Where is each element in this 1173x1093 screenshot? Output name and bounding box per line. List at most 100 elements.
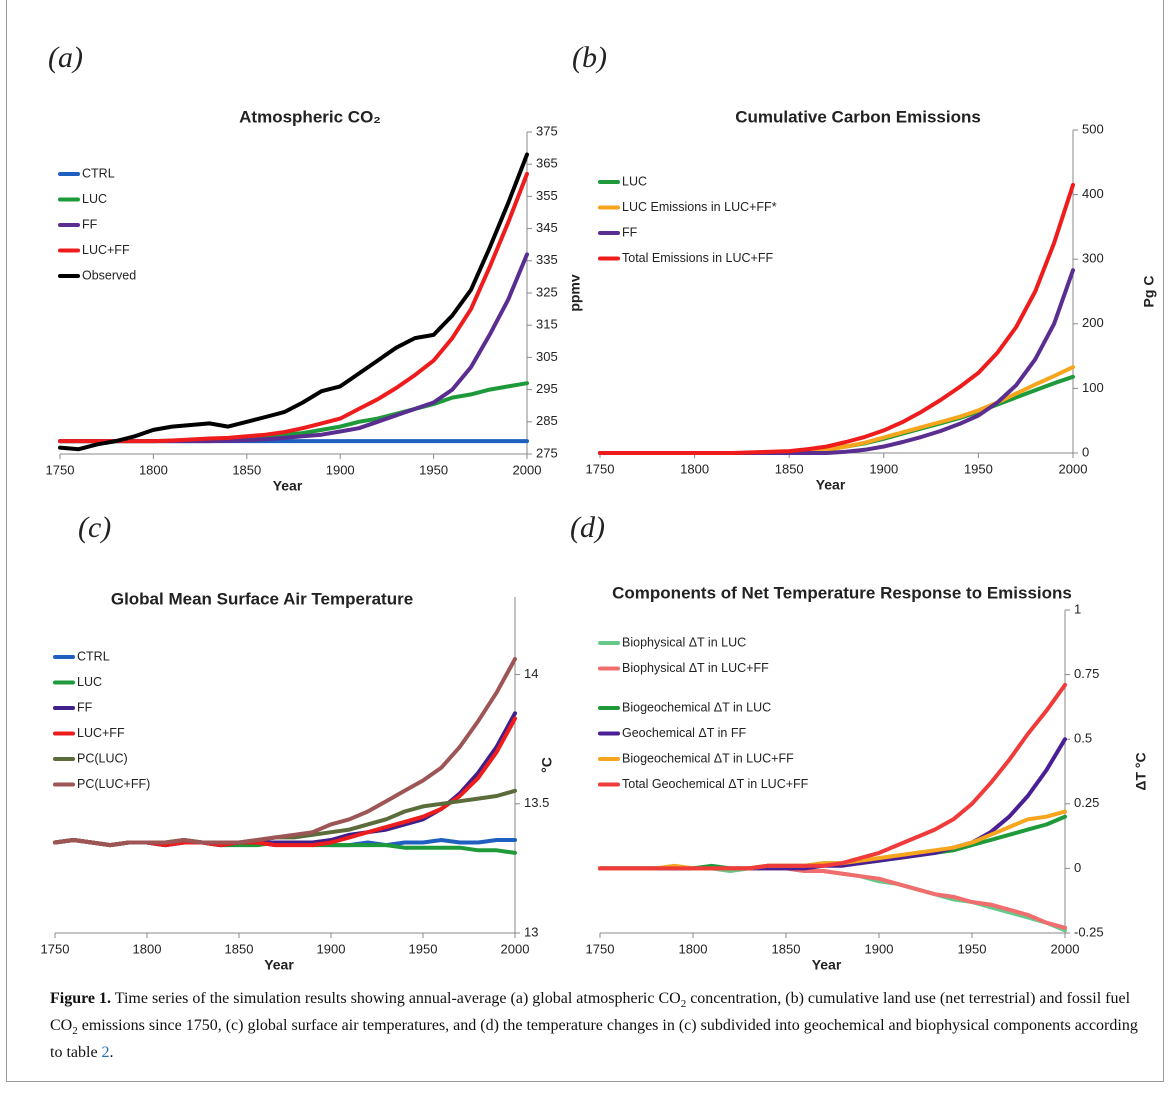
x-tick-label: 1750 xyxy=(586,941,615,956)
x-tick-label: 1900 xyxy=(869,461,898,476)
x-tick-label: 2000 xyxy=(513,462,542,477)
x-axis-label: Year xyxy=(812,957,842,973)
x-axis-label: Year xyxy=(264,957,294,973)
panel-label: (c) xyxy=(78,511,111,544)
y-tick-label: 200 xyxy=(1082,315,1104,330)
x-tick-label: 1750 xyxy=(46,462,75,477)
y-tick-label: 400 xyxy=(1082,186,1104,201)
y-axis-label: ΔT °C xyxy=(1133,752,1149,790)
legend-label: LUC+FF xyxy=(82,243,130,257)
y-tick-label: -0.25 xyxy=(1074,924,1104,939)
legend-label: LUC xyxy=(622,174,647,188)
caption-label: Figure 1. xyxy=(50,990,112,1007)
series-line xyxy=(598,365,1075,455)
x-tick-label: 1850 xyxy=(775,461,804,476)
y-tick-label: 315 xyxy=(536,317,558,332)
x-tick-label: 1800 xyxy=(133,941,162,956)
panel-label: (d) xyxy=(570,511,605,544)
panel-label: (b) xyxy=(572,41,607,74)
table-link[interactable]: 2 xyxy=(101,1044,110,1062)
caption-text: . xyxy=(109,1044,114,1062)
caption-subscript: 2 xyxy=(680,998,687,1011)
legend-label: Observed xyxy=(82,268,136,282)
y-tick-label: 295 xyxy=(536,381,558,396)
y-tick-label: 0.75 xyxy=(1074,666,1099,681)
y-tick-label: 325 xyxy=(536,284,558,299)
x-axis-label: Year xyxy=(273,478,303,494)
x-tick-label: 1950 xyxy=(958,941,987,956)
series-line xyxy=(53,657,517,848)
x-tick-label: 1750 xyxy=(41,941,70,956)
panel-label: (a) xyxy=(48,41,83,74)
legend-label: LUC xyxy=(77,675,102,689)
y-tick-label: 355 xyxy=(536,188,558,203)
x-tick-label: 1950 xyxy=(409,941,438,956)
x-tick-label: 2000 xyxy=(1059,461,1088,476)
y-tick-label: 375 xyxy=(536,123,558,138)
y-tick-label: 500 xyxy=(1082,121,1104,136)
series-line xyxy=(58,171,529,444)
series-line xyxy=(598,814,1067,871)
chart-title: Components of Net Temperature Response t… xyxy=(612,583,1072,602)
x-tick-label: 1850 xyxy=(225,941,254,956)
figure-frame xyxy=(6,0,1164,1082)
caption-text: Time series of the simulation results sh… xyxy=(114,990,681,1007)
figure: (a) Atmospheric CO₂ 1750 1800 1850 1900 1950 20… xyxy=(41,41,1157,973)
legend-label: LUC+FF xyxy=(77,726,125,740)
y-tick-label: 275 xyxy=(536,445,558,460)
legend-label: FF xyxy=(77,700,93,714)
legend-label: Total Geochemical ΔT in LUC+FF xyxy=(622,777,809,791)
x-axis-label: Year xyxy=(816,477,846,493)
x-tick-label: 1950 xyxy=(964,461,993,476)
caption-subscript: 2 xyxy=(72,1025,78,1038)
legend-label: FF xyxy=(622,225,638,239)
y-axis-label: ppmv xyxy=(567,274,583,312)
series-line xyxy=(58,152,529,452)
legend-label: LUC xyxy=(82,192,107,206)
y-tick-label: 300 xyxy=(1082,251,1104,266)
y-axis-label: °C xyxy=(539,757,555,773)
caption: Figure 1. Time series of the simulation … xyxy=(50,988,1140,1063)
legend-label: Biophysical ΔT in LUC+FF xyxy=(622,661,769,675)
x-tick-label: 1850 xyxy=(232,462,261,477)
x-tick-label: 1900 xyxy=(317,941,346,956)
x-tick-label: 1850 xyxy=(772,941,801,956)
y-tick-label: 0.5 xyxy=(1074,731,1092,746)
series-line xyxy=(58,381,529,444)
chart-title: Cumulative Carbon Emissions xyxy=(735,107,981,126)
chart-title: Global Mean Surface Air Temperature xyxy=(111,589,413,608)
series-line xyxy=(598,374,1075,455)
chart-title: Atmospheric CO₂ xyxy=(239,107,381,126)
legend-label: Geochemical ΔT in FF xyxy=(622,726,746,740)
y-tick-label: 305 xyxy=(536,349,558,364)
x-tick-label: 2000 xyxy=(501,941,530,956)
x-tick-label: 1800 xyxy=(680,461,709,476)
y-axis-label: Pg C xyxy=(1141,276,1157,308)
legend-label: Biogeochemical ΔT in LUC xyxy=(622,700,771,714)
series-line xyxy=(598,268,1075,455)
legend-label: PC(LUC) xyxy=(77,751,128,765)
x-tick-label: 1800 xyxy=(139,462,168,477)
x-tick-label: 1950 xyxy=(419,462,448,477)
series-line xyxy=(598,866,1067,930)
legend-label: Total Emissions in LUC+FF xyxy=(622,251,773,265)
legend-label: LUC Emissions in LUC+FF* xyxy=(622,200,777,214)
legend-label: Biogeochemical ΔT in LUC+FF xyxy=(622,751,794,765)
legend-label: PC(LUC+FF) xyxy=(77,777,150,791)
x-tick-label: 2000 xyxy=(1051,941,1080,956)
y-tick-label: 0 xyxy=(1074,860,1081,875)
x-tick-label: 1800 xyxy=(679,941,708,956)
y-tick-label: 335 xyxy=(536,252,558,267)
legend-label: FF xyxy=(82,217,98,231)
x-tick-label: 1750 xyxy=(586,461,615,476)
y-tick-label: 1 xyxy=(1074,601,1081,616)
caption-text: concentration, (b) cumulative land use (… xyxy=(50,990,1131,1035)
legend-label: CTRL xyxy=(77,649,110,663)
y-tick-label: 0 xyxy=(1082,444,1089,459)
x-tick-label: 1900 xyxy=(865,941,894,956)
series-line xyxy=(598,866,1067,933)
y-tick-label: 365 xyxy=(536,156,558,171)
y-tick-label: 345 xyxy=(536,220,558,235)
series-line xyxy=(58,252,529,444)
